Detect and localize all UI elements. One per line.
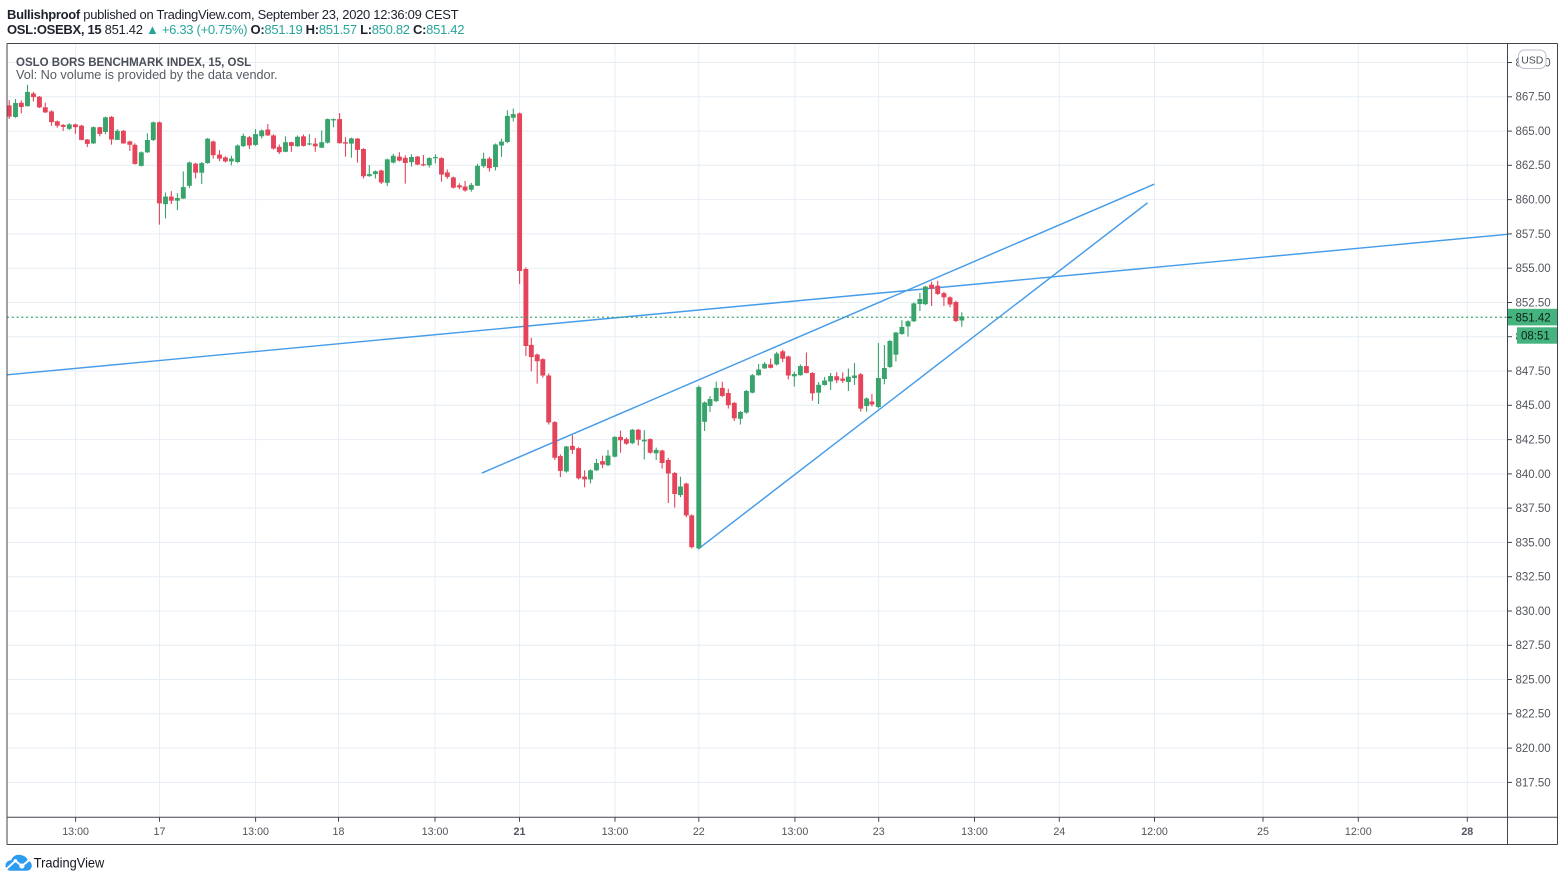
svg-text:08:51: 08:51 bbox=[1521, 331, 1550, 343]
svg-text:867.50: 867.50 bbox=[1516, 92, 1551, 104]
svg-text:23: 23 bbox=[873, 826, 885, 838]
svg-text:847.50: 847.50 bbox=[1516, 366, 1551, 378]
svg-text:851.42: 851.42 bbox=[1516, 312, 1551, 324]
svg-text:22: 22 bbox=[693, 826, 705, 838]
svg-text:820.00: 820.00 bbox=[1516, 743, 1551, 755]
svg-text:835.00: 835.00 bbox=[1516, 537, 1551, 549]
svg-text:13:00: 13:00 bbox=[422, 826, 449, 838]
svg-text:825.00: 825.00 bbox=[1516, 674, 1551, 686]
svg-text:18: 18 bbox=[333, 826, 345, 838]
svg-text:862.50: 862.50 bbox=[1516, 160, 1551, 172]
svg-text:TradingView: TradingView bbox=[34, 855, 105, 871]
svg-text:860.00: 860.00 bbox=[1516, 195, 1551, 207]
svg-text:13:00: 13:00 bbox=[242, 826, 269, 838]
svg-text:25: 25 bbox=[1257, 826, 1269, 838]
svg-text:28: 28 bbox=[1461, 826, 1473, 838]
svg-text:13:00: 13:00 bbox=[62, 826, 89, 838]
svg-text:USD: USD bbox=[1521, 54, 1544, 66]
svg-text:21: 21 bbox=[514, 826, 526, 838]
svg-text:830.00: 830.00 bbox=[1516, 606, 1551, 618]
svg-text:24: 24 bbox=[1053, 826, 1065, 838]
svg-text:827.50: 827.50 bbox=[1516, 640, 1551, 652]
svg-text:17: 17 bbox=[154, 826, 166, 838]
svg-text:13:00: 13:00 bbox=[961, 826, 988, 838]
svg-text:13:00: 13:00 bbox=[782, 826, 809, 838]
svg-text:857.50: 857.50 bbox=[1516, 229, 1551, 241]
svg-text:837.50: 837.50 bbox=[1516, 503, 1551, 515]
svg-text:865.00: 865.00 bbox=[1516, 126, 1551, 138]
svg-text:852.50: 852.50 bbox=[1516, 297, 1551, 309]
svg-text:840.00: 840.00 bbox=[1516, 469, 1551, 481]
svg-text:13:00: 13:00 bbox=[602, 826, 629, 838]
svg-text:817.50: 817.50 bbox=[1516, 777, 1551, 789]
svg-text:12:00: 12:00 bbox=[1345, 826, 1372, 838]
svg-text:855.00: 855.00 bbox=[1516, 263, 1551, 275]
svg-text:12:00: 12:00 bbox=[1141, 826, 1168, 838]
svg-text:845.00: 845.00 bbox=[1516, 400, 1551, 412]
svg-text:822.50: 822.50 bbox=[1516, 709, 1551, 721]
svg-text:832.50: 832.50 bbox=[1516, 572, 1551, 584]
svg-text:842.50: 842.50 bbox=[1516, 435, 1551, 447]
